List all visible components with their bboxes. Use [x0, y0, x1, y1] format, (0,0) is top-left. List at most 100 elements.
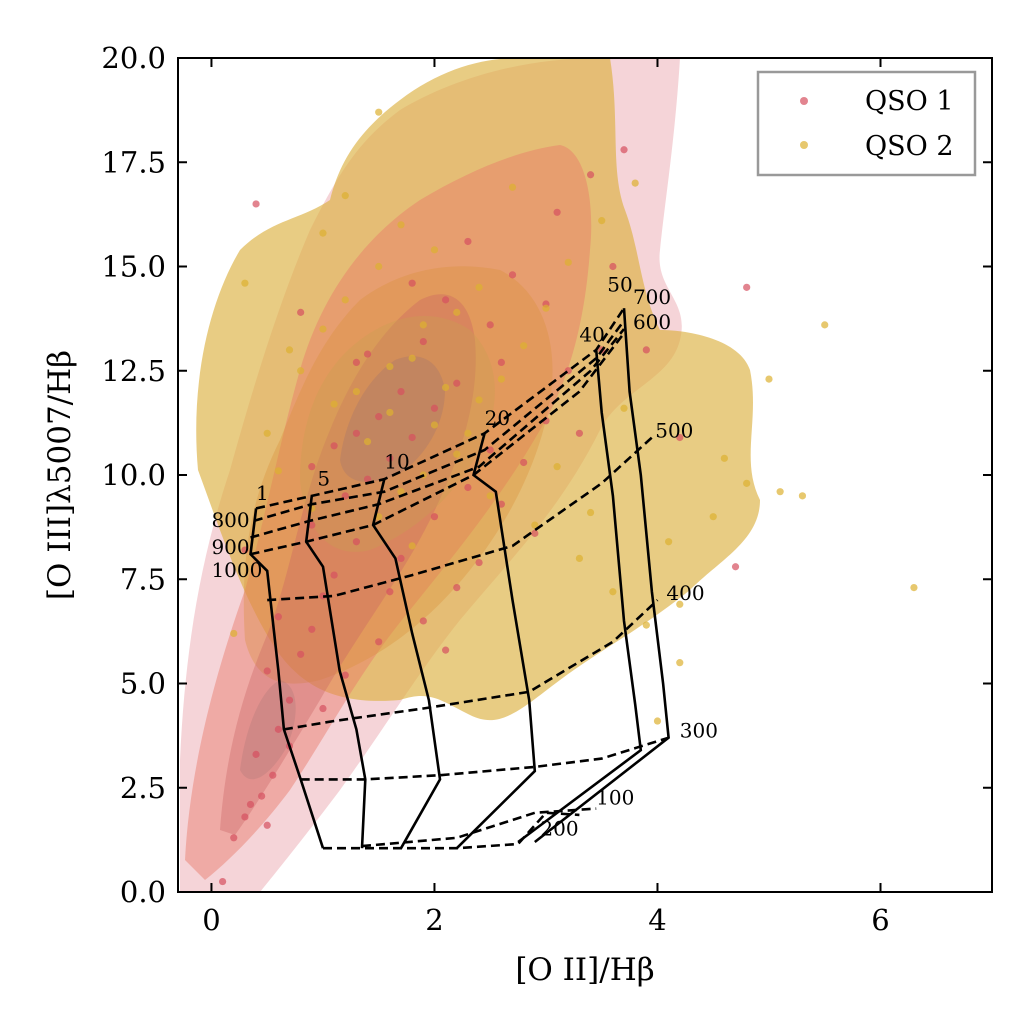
- grid-label: 300: [680, 719, 718, 743]
- qso1-point: [352, 429, 361, 437]
- y-tick-label: 7.5: [120, 562, 166, 596]
- qso1-point: [386, 588, 394, 596]
- qso1-point: [341, 671, 349, 679]
- legend-marker-qso2: [800, 141, 808, 149]
- grid-label: 5: [317, 466, 330, 490]
- qso2-point: [464, 429, 472, 437]
- x-axis-label: [O II]/Hβ: [515, 952, 654, 988]
- qso2-point: [341, 296, 349, 304]
- grid-line-dashed: [250, 332, 626, 556]
- qso2-point: [709, 513, 717, 521]
- qso2-point: [453, 450, 461, 458]
- qso2-point: [520, 342, 528, 350]
- qso2-point: [386, 362, 394, 371]
- qso2-point: [665, 538, 673, 546]
- qso2-point: [442, 383, 450, 392]
- qso2-contour-inner: [300, 316, 495, 552]
- qso2-point: [274, 467, 282, 475]
- qso2-point: [765, 375, 773, 383]
- qso1-point: [263, 667, 271, 675]
- grid-line-dashed: [283, 599, 659, 731]
- qso1-contour-inner: [220, 294, 476, 835]
- legend-label-qso1: QSO 1: [865, 86, 954, 117]
- grid-label: 10: [384, 450, 409, 474]
- qso1-point: [308, 463, 316, 471]
- qso1-point: [375, 638, 383, 646]
- x-tick-label: 6: [871, 903, 889, 937]
- y-tick-label: 20.0: [101, 41, 166, 75]
- qso2-point: [453, 308, 461, 316]
- qso1-point: [642, 346, 650, 354]
- qso2-point: [497, 375, 505, 383]
- qso2-point: [642, 621, 650, 629]
- qso1-point: [731, 563, 740, 571]
- legend-marker-qso1: [800, 97, 808, 105]
- qso1-point: [676, 433, 684, 442]
- qso1-point: [352, 538, 361, 546]
- qso2-point: [743, 479, 751, 487]
- qso1-point: [252, 200, 260, 208]
- qso1-point: [246, 800, 255, 809]
- grid-label: 1000: [211, 558, 262, 582]
- qso2-point: [620, 404, 628, 412]
- qso1-point: [430, 404, 439, 412]
- qso1-point: [743, 283, 751, 291]
- qso2-point: [408, 354, 416, 362]
- qso1-point: [297, 650, 305, 658]
- qso1-point: [352, 358, 361, 367]
- qso2-point: [531, 521, 539, 529]
- grid-label: 800: [211, 508, 249, 532]
- qso1-point: [285, 696, 294, 704]
- legend: QSO 1 QSO 2: [756, 70, 977, 177]
- qso1-point: [386, 454, 394, 462]
- qso1-point: [397, 554, 405, 563]
- qso1-point: [252, 750, 260, 758]
- qso1-point: [274, 613, 282, 621]
- qso1-point: [497, 358, 505, 367]
- grid-label: 200: [540, 817, 578, 841]
- qso2-point: [352, 388, 361, 396]
- qso2-point: [330, 400, 338, 408]
- y-tick-label: 15.0: [101, 250, 166, 284]
- density-contours: [180, 58, 760, 892]
- qso2-point: [542, 304, 550, 312]
- qso1-point: [620, 146, 628, 154]
- qso2-point: [430, 246, 439, 254]
- grid-line-solid: [517, 349, 643, 844]
- qso2-point: [363, 438, 372, 446]
- y-tick-label: 17.5: [101, 145, 166, 179]
- grid-line-dashed: [253, 319, 626, 523]
- qso2-point: [575, 554, 584, 563]
- qso2-point: [397, 488, 405, 496]
- grid-label: 50: [607, 273, 632, 297]
- qso2-point: [821, 321, 829, 329]
- qso2-point: [319, 325, 327, 333]
- qso1-point: [297, 308, 305, 316]
- qso1-point: [464, 483, 472, 492]
- y-tick-label: 0.0: [120, 875, 166, 909]
- grid-label: 20: [485, 406, 510, 430]
- qso1-point: [497, 500, 505, 508]
- qso2-point: [676, 600, 684, 608]
- qso1-point: [531, 529, 539, 537]
- grid-line-dashed: [300, 736, 669, 781]
- qso1-point: [219, 877, 227, 886]
- qso2-point: [397, 221, 405, 229]
- qso2-point: [598, 217, 606, 225]
- qso2-point: [508, 183, 517, 191]
- qso1-point: [363, 475, 372, 483]
- qso2-point: [285, 346, 294, 354]
- qso2-point: [375, 513, 383, 521]
- qso2-point: [653, 717, 662, 725]
- qso1-point: [241, 546, 249, 554]
- qso1-point: [263, 821, 271, 829]
- grid-label: 400: [666, 581, 704, 605]
- qso1-point: [508, 271, 517, 279]
- qso1-point: [419, 337, 427, 346]
- grid-line-dashed: [361, 807, 597, 848]
- grid-line-solid: [249, 508, 325, 849]
- qso1-point: [363, 350, 372, 358]
- qso1-point: [258, 792, 266, 800]
